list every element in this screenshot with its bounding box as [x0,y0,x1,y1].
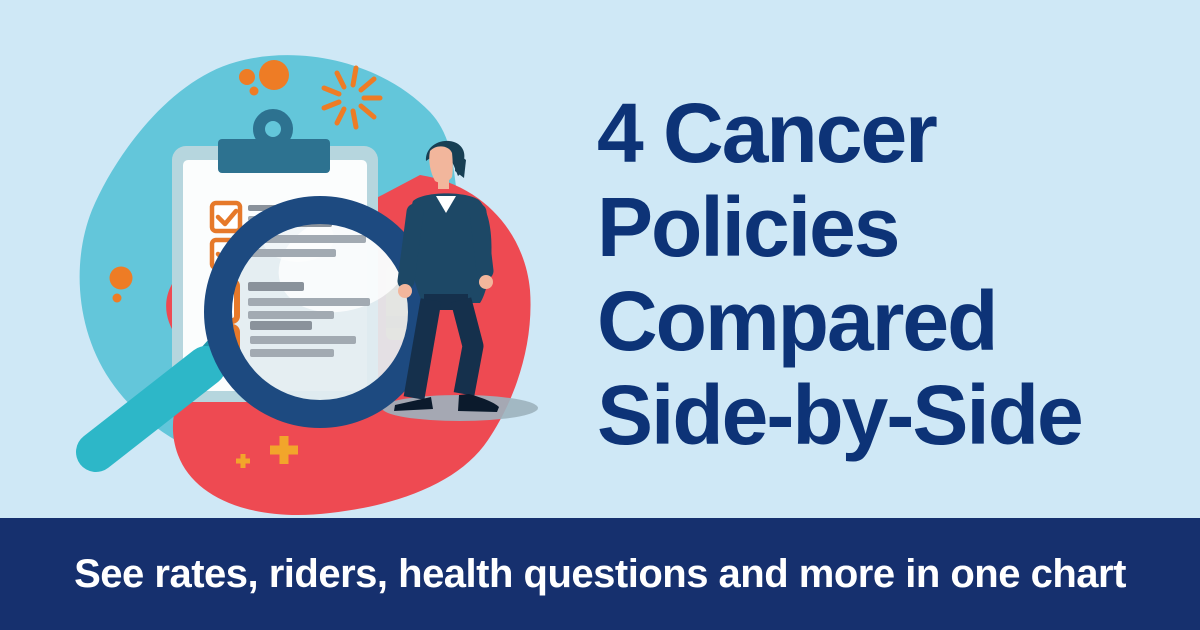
person-face [429,146,453,183]
dot-icon [109,266,133,290]
starburst-icon [321,65,383,130]
bottom-banner: See rates, riders, health questions and … [0,518,1200,630]
dot-icon [259,60,289,90]
dot-icon [239,69,255,85]
person-shoe [458,394,499,412]
page-title: 4 Cancer Policies Compared Side-by-Side [597,86,1084,462]
clipboard-clip [218,139,330,173]
dot-icon [112,293,122,303]
person-hand [398,284,412,298]
plus-icon [270,436,298,464]
person-shoe [394,397,433,411]
banner-subtitle: See rates, riders, health questions and … [74,551,1126,596]
orange-dots-top [239,60,289,96]
illustration [76,55,538,515]
plus-icon [236,454,250,468]
magnified-lines [248,223,370,357]
person-figure [394,140,499,412]
person-hand [479,275,493,289]
plus-icons [236,436,298,468]
dot-icon [249,86,259,96]
orange-dots-left [109,266,133,303]
